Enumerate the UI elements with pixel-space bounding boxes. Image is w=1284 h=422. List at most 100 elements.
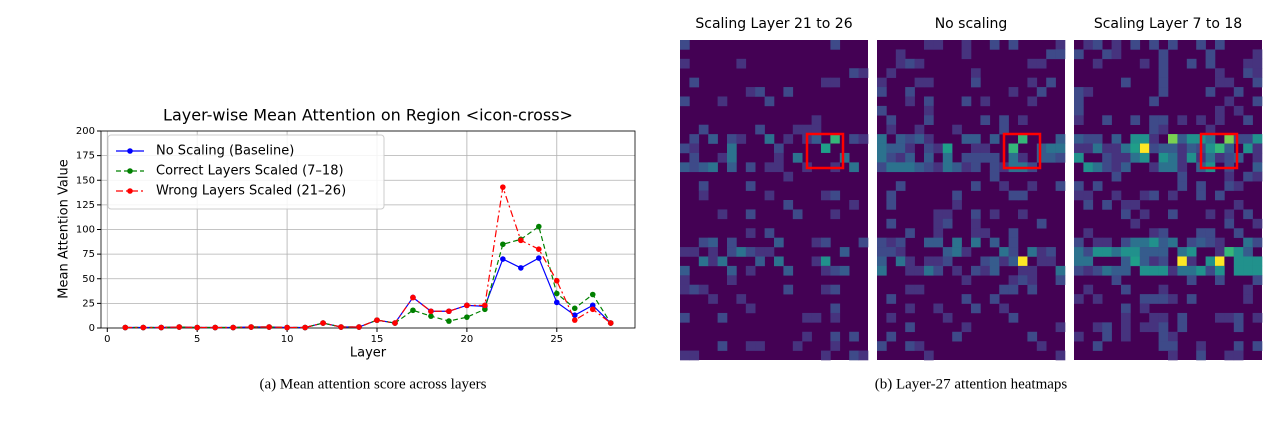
heatmap-cell [849,200,859,210]
heatmap-cell [680,96,690,107]
heatmap-cell [989,134,1000,144]
heatmap-cell [924,237,934,248]
heatmap-cell [924,256,934,267]
heatmap-cell [952,190,962,201]
heatmap-cell [1027,331,1038,342]
heatmap-cell [895,247,906,257]
heatmap-cell [1055,143,1066,154]
heatmap-cell [1205,134,1216,144]
heatmap-cell [1008,256,1019,267]
heatmap-cell [689,247,700,257]
heatmap-cell [877,341,887,351]
point [428,308,434,315]
heatmap-cell [1252,96,1263,107]
heatmap-cell [1158,124,1169,135]
heatmap-cell [745,209,756,220]
legend-marker [127,188,133,194]
heatmap-cell [961,275,972,286]
heatmap-cell [933,162,944,173]
heatmap-cell [1224,134,1234,144]
heatmap-cell [698,181,709,191]
point [212,324,218,331]
heatmap-cell [1186,152,1197,163]
heatmap-cell [1139,237,1150,248]
heatmap-cell [905,256,915,267]
heatmap-cell [1158,312,1169,323]
heatmap-cell [905,265,915,276]
heatmap-cell [689,143,700,154]
heatmap-cell [914,58,925,69]
y-tick-label: 150 [76,175,95,186]
heatmap-cell [914,162,925,173]
heatmap-cell [1102,237,1112,248]
heatmap-cell [1111,40,1122,50]
heatmap-cell [727,237,737,248]
heatmap-cell [1008,87,1019,97]
heatmap-cell [905,58,915,69]
heatmap-cell [1121,284,1131,295]
heatmap-cell [1243,265,1253,276]
heatmap-cell [886,294,897,304]
heatmap-cell [698,162,709,173]
point [571,312,578,318]
point [248,324,254,330]
heatmap-cell [1111,190,1122,201]
point [392,320,398,326]
heatmap-cell [1074,115,1084,126]
heatmap-cell [1149,228,1159,238]
heatmap-cell [1177,322,1188,333]
heatmap-cell [1027,284,1038,295]
heatmap-cell [1233,134,1244,144]
heatmap-cell [830,77,841,88]
heatmap-cell [1121,331,1131,342]
heatmap-cell [989,237,1000,248]
heatmap-cell [1046,152,1056,163]
point [553,290,560,297]
heatmap-cell [1102,143,1112,154]
heatmap-cell [952,265,962,276]
heatmap-cell [1008,190,1019,201]
heatmap-cell [1243,284,1253,295]
heatmap-title: Scaling Layer 21 to 26 [695,16,852,32]
heatmap-cell [952,247,962,257]
heatmap-cell [999,303,1009,314]
heatmap-cell [1168,40,1178,50]
heatmap-cell [1158,256,1169,267]
heatmap-cell [1252,171,1263,182]
heatmap-cell [961,152,972,163]
heatmap-cell [1111,134,1122,144]
heatmap-cell [1074,331,1084,342]
heatmap-cell [1205,124,1216,135]
heatmap-cell [1205,209,1216,220]
heatmap-cell [1074,87,1084,97]
heatmap-cell [1018,115,1028,126]
heatmap-cell [1149,312,1159,323]
heatmap-cell [1215,312,1225,323]
heatmap-cell [1149,247,1159,257]
heatmap-cell [1111,49,1122,60]
point [428,313,434,319]
heatmap-cell [717,256,728,267]
heatmap-cell [830,312,841,323]
highlight-box [1199,132,1239,170]
heatmap-cell [1130,40,1141,50]
heatmap-cell [1008,284,1019,295]
heatmap-cell [1186,143,1197,154]
heatmap-cell [849,331,859,342]
heatmap-cell [1008,143,1018,153]
heatmap-cell [698,256,709,267]
heatmap-cell [764,247,775,257]
heatmap-cell [1243,58,1253,69]
heatmap-cell [1130,237,1141,248]
heatmap-cell [1252,275,1263,286]
heatmap-cell [961,40,972,50]
point [482,302,488,309]
heatmap-cell [708,237,718,248]
heatmap-cell [1224,247,1234,257]
heatmap-cell [1177,152,1188,163]
y-tick-label: 200 [76,126,95,137]
heatmap-cell [1158,68,1169,78]
heatmap-cell [830,134,840,144]
heatmap-cell [1121,77,1131,88]
heatmap-cell [895,256,906,267]
